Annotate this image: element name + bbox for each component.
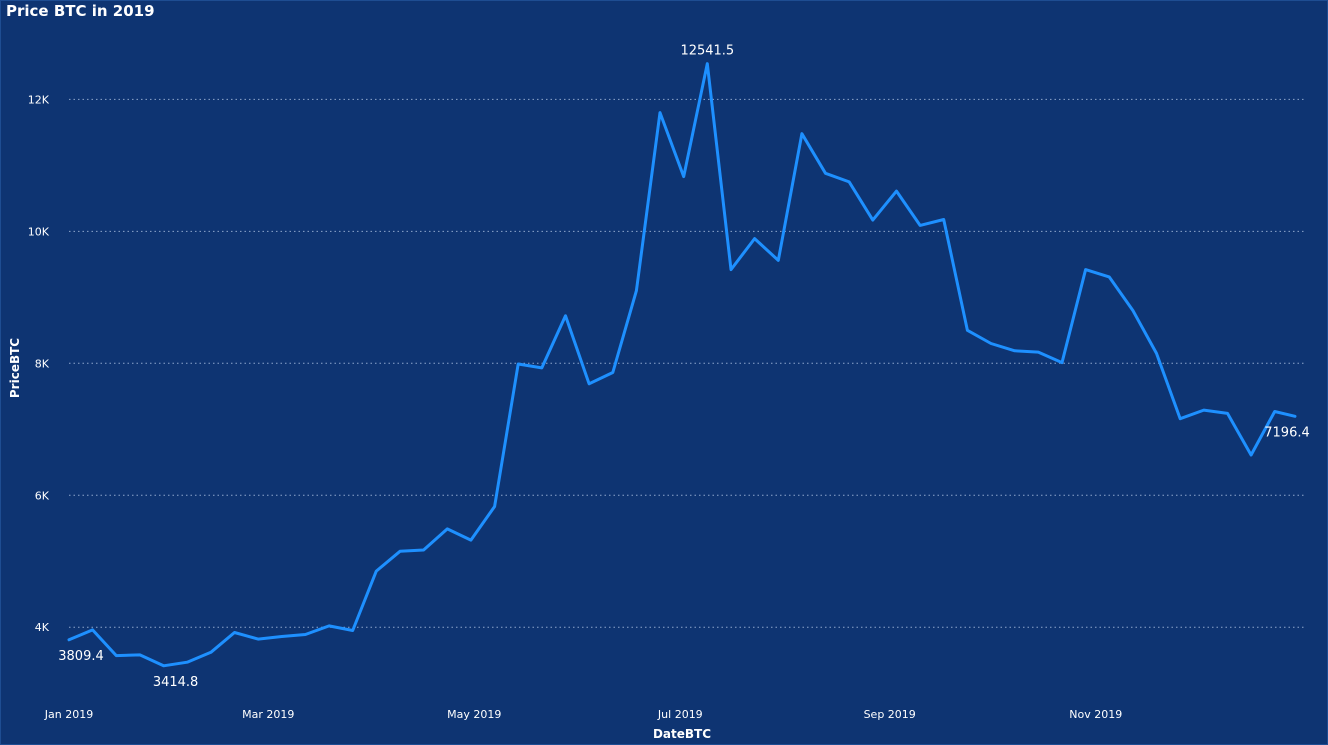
y-axis-ticks: 4K 6K 8K 10K 12K bbox=[28, 93, 50, 634]
y-tick-label: 8K bbox=[35, 357, 50, 370]
x-tick-label: Jan 2019 bbox=[44, 708, 93, 721]
x-tick-label: Sep 2019 bbox=[864, 708, 916, 721]
x-axis-ticks: Jan 2019 Mar 2019 May 2019 Jul 2019 Sep 2019… bbox=[44, 708, 1122, 721]
x-tick-label: May 2019 bbox=[447, 708, 501, 721]
x-axis-title: DateBTC bbox=[653, 727, 711, 741]
data-label: 12541.5 bbox=[680, 44, 734, 59]
series-line-price bbox=[67, 62, 1297, 668]
data-label: 3414.8 bbox=[153, 675, 199, 690]
x-tick-label: Mar 2019 bbox=[242, 708, 294, 721]
x-tick-label: Jul 2019 bbox=[657, 708, 703, 721]
data-labels: 3809.4 3414.8 12541.5 7196.4 bbox=[58, 44, 1310, 690]
data-label: 7196.4 bbox=[1264, 425, 1310, 440]
data-label: 3809.4 bbox=[58, 649, 104, 664]
y-tick-label: 4K bbox=[35, 621, 50, 634]
gridlines bbox=[69, 98, 1305, 628]
x-tick-label: Nov 2019 bbox=[1069, 708, 1122, 721]
y-tick-label: 12K bbox=[28, 93, 50, 106]
y-tick-label: 10K bbox=[28, 225, 50, 238]
chart-title: Price BTC in 2019 bbox=[6, 2, 155, 20]
y-tick-label: 6K bbox=[35, 489, 50, 502]
y-axis-title: PriceBTC bbox=[8, 338, 22, 398]
